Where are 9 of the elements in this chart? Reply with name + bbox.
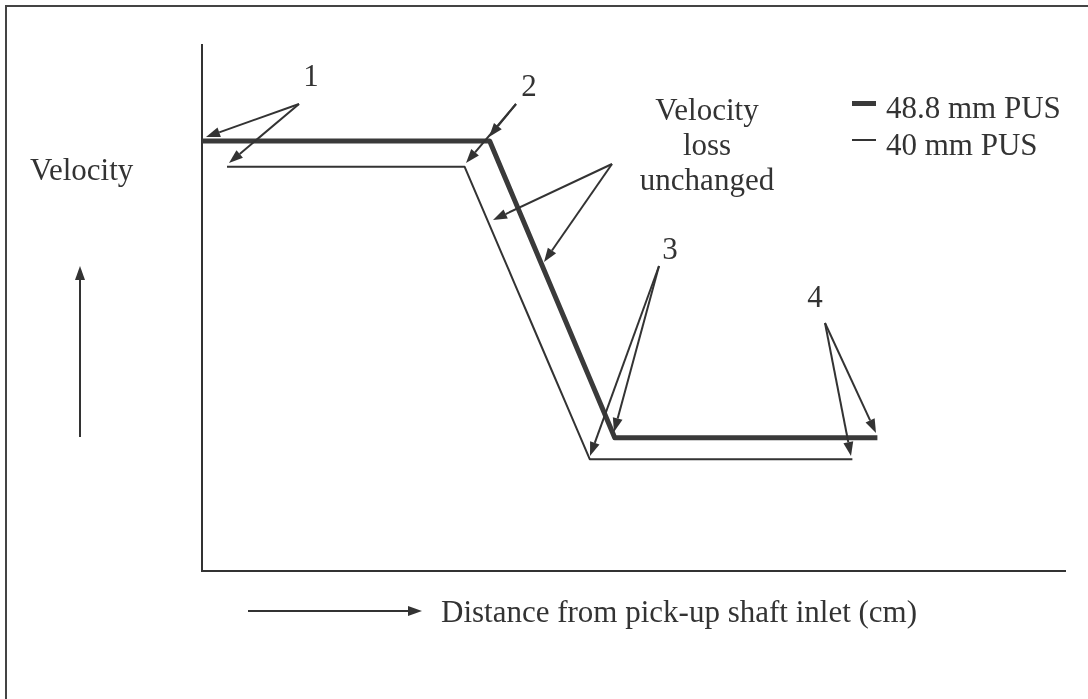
legend-label: 40 mm PUS bbox=[886, 127, 1038, 162]
y-axis-title: Velocity bbox=[30, 152, 134, 187]
annotation: Velocity loss unchanged bbox=[638, 92, 776, 197]
text: 1 bbox=[303, 58, 319, 93]
annotation: 4 bbox=[807, 279, 823, 314]
text: 2 bbox=[521, 68, 537, 103]
annotation: 3 bbox=[662, 231, 678, 266]
x-axis-title: Distance from pick-up shaft inlet (cm) bbox=[441, 594, 918, 629]
legend-label: 48.8 mm PUS bbox=[886, 90, 1061, 125]
